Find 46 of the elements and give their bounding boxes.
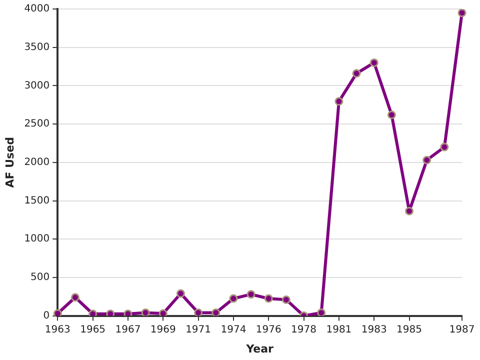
y-tick-label: 3000 bbox=[24, 80, 50, 92]
x-axis-title: Year bbox=[245, 342, 274, 356]
point bbox=[405, 206, 414, 216]
y-tick-label: 0 bbox=[43, 310, 50, 322]
x-tick-label: 1965 bbox=[80, 324, 106, 336]
y-axis-title: AF Used bbox=[3, 137, 16, 188]
x-tick-label: 1967 bbox=[115, 324, 141, 336]
x-tick-label: 1983 bbox=[361, 324, 387, 336]
x-tick-label: 1974 bbox=[220, 324, 246, 336]
point bbox=[158, 309, 168, 316]
y-tick-label: 500 bbox=[30, 272, 50, 284]
x-tick-label: 1963 bbox=[44, 324, 70, 336]
point bbox=[141, 308, 150, 316]
point bbox=[53, 309, 62, 316]
point bbox=[106, 310, 115, 316]
point bbox=[176, 289, 185, 298]
x-tick-label: 1987 bbox=[449, 324, 475, 336]
x-tick-label: 1971 bbox=[186, 324, 212, 336]
point bbox=[229, 294, 238, 303]
y-tick-label: 3500 bbox=[24, 42, 50, 53]
x-tick-label: 1976 bbox=[256, 324, 282, 336]
point bbox=[317, 308, 326, 316]
point bbox=[440, 142, 449, 152]
x-tick-label: 1985 bbox=[396, 324, 422, 336]
point bbox=[246, 290, 256, 299]
point bbox=[264, 294, 273, 303]
point bbox=[387, 110, 396, 120]
y-tick-label: 4000 bbox=[24, 4, 50, 15]
point bbox=[124, 310, 132, 316]
point bbox=[194, 308, 203, 316]
point bbox=[212, 308, 220, 316]
point bbox=[422, 156, 432, 164]
y-tick-label: 1500 bbox=[24, 195, 50, 206]
point bbox=[352, 69, 361, 78]
point bbox=[282, 295, 290, 304]
x-tick-label: 1969 bbox=[150, 324, 176, 336]
y-tick-label: 1000 bbox=[24, 234, 50, 245]
point bbox=[88, 310, 98, 316]
point bbox=[70, 293, 80, 302]
point bbox=[334, 97, 344, 106]
point bbox=[458, 9, 466, 18]
x-tick-label: 1978 bbox=[291, 324, 316, 336]
y-tick-label: 2000 bbox=[24, 156, 50, 168]
point bbox=[370, 58, 378, 67]
y-tick-label: 2500 bbox=[24, 118, 50, 130]
x-tick-label: 1981 bbox=[326, 324, 352, 336]
